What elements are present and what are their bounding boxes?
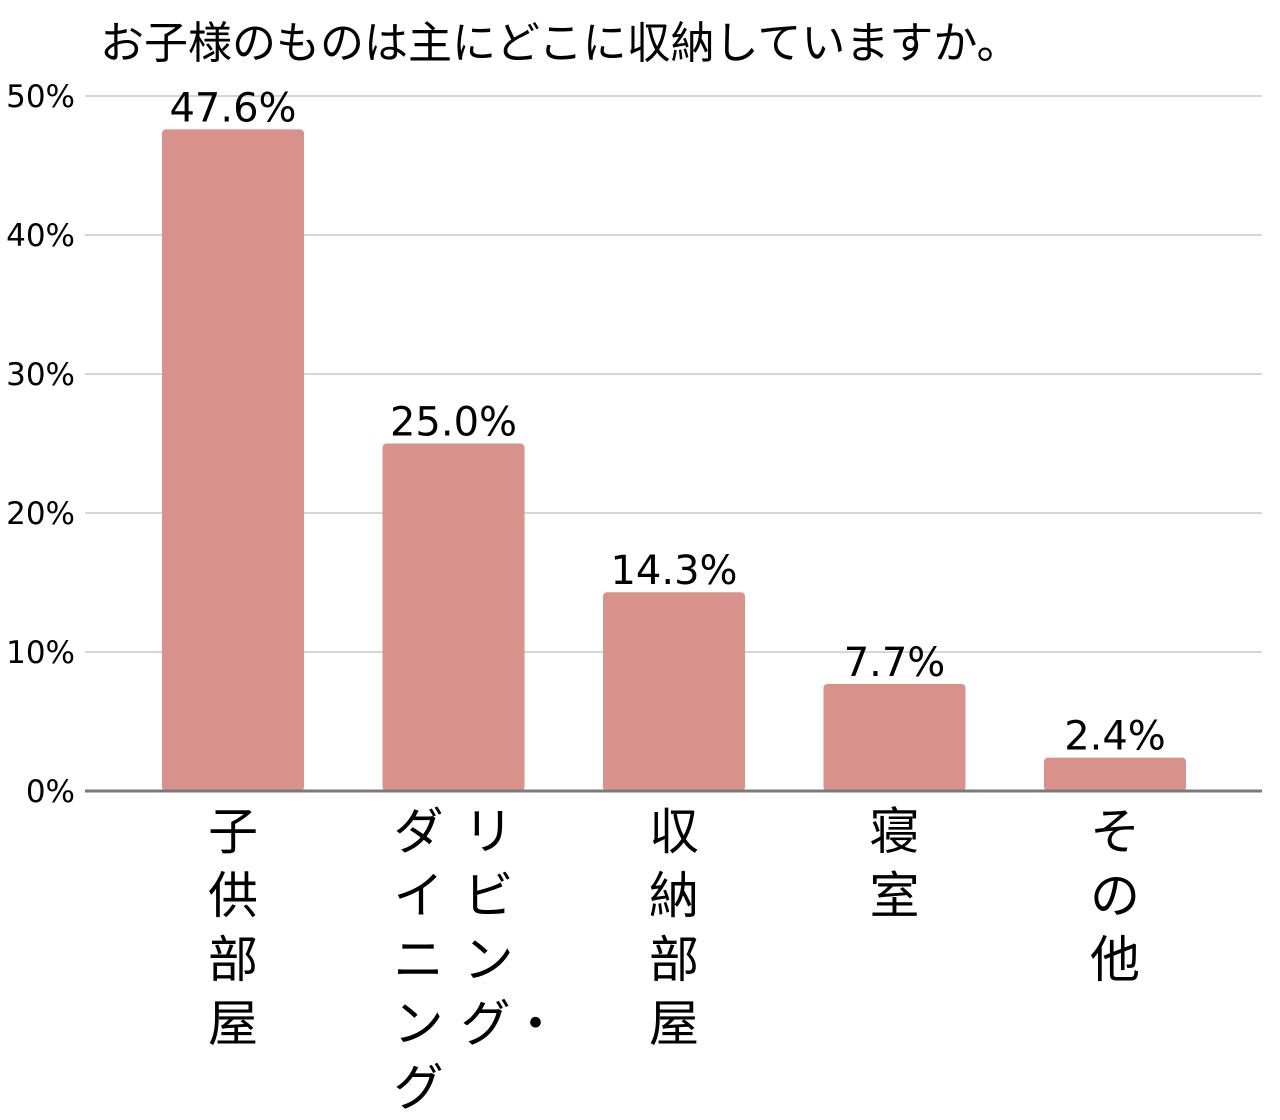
bar [603, 592, 745, 791]
x-tick-label: その他 [1087, 800, 1143, 992]
y-tick-label: 30% [6, 357, 75, 393]
bar-value-label: 47.6% [169, 85, 296, 131]
bar [382, 443, 525, 791]
y-tick-label: 10% [6, 635, 75, 671]
bar-value-label: 7.7% [844, 640, 946, 686]
x-tick-label: 寝室 [867, 800, 923, 928]
bar-value-label: 14.3% [610, 548, 737, 594]
bar [162, 129, 304, 792]
bar [1044, 757, 1186, 791]
x-tick-label-line: その他 [1090, 803, 1140, 989]
x-tick-label-line: 子供部屋 [208, 803, 258, 1053]
x-tick-label-line: 寝室 [869, 803, 920, 925]
y-tick-label: 0% [26, 774, 75, 810]
x-tick-label-line: ダイニング [393, 803, 444, 1117]
x-tick-label-line: 収納部屋 [649, 803, 699, 1053]
bar [823, 683, 966, 791]
bar-value-label: 2.4% [1064, 714, 1166, 760]
bar-value-label: 25.0% [390, 400, 517, 446]
y-tick-label: 20% [6, 496, 75, 532]
y-tick-label: 40% [6, 218, 75, 254]
x-tick-label: 収納部屋 [646, 800, 702, 1056]
chart-title: お子様のものは主にどこに収納していますか。 [100, 18, 1021, 69]
x-tick-label: 子供部屋 [205, 800, 261, 1056]
x-tick-label: リビング・ ダイニング [391, 800, 561, 1120]
y-tick-label: 50% [6, 79, 75, 115]
x-tick-label-line: リビング・ [460, 803, 561, 1053]
